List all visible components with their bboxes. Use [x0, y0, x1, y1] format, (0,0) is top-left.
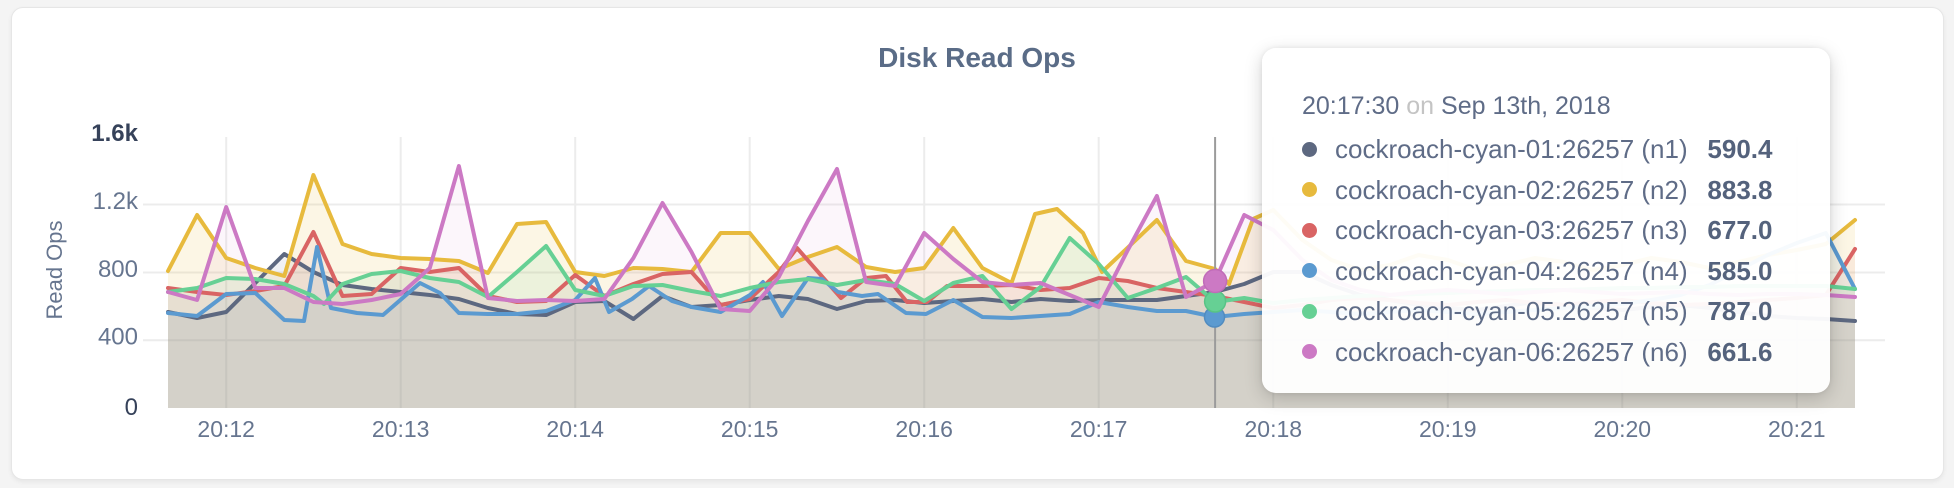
svg-text:400: 400 — [98, 324, 138, 351]
svg-text:20:15: 20:15 — [721, 416, 779, 442]
svg-text:20:19: 20:19 — [1419, 416, 1477, 442]
svg-text:20:14: 20:14 — [546, 416, 604, 442]
svg-text:20:20: 20:20 — [1594, 416, 1652, 442]
svg-text:800: 800 — [98, 256, 138, 283]
svg-text:20:21: 20:21 — [1768, 416, 1826, 442]
svg-text:20:16: 20:16 — [895, 416, 953, 442]
svg-text:20:12: 20:12 — [197, 416, 255, 442]
svg-text:Read Ops: Read Ops — [42, 220, 67, 319]
svg-text:1.2k: 1.2k — [93, 188, 139, 215]
svg-text:0: 0 — [125, 394, 138, 421]
svg-text:20:17: 20:17 — [1070, 416, 1128, 442]
svg-text:20:18: 20:18 — [1245, 416, 1303, 442]
svg-text:20:13: 20:13 — [372, 416, 430, 442]
svg-text:1.6k: 1.6k — [91, 120, 138, 147]
